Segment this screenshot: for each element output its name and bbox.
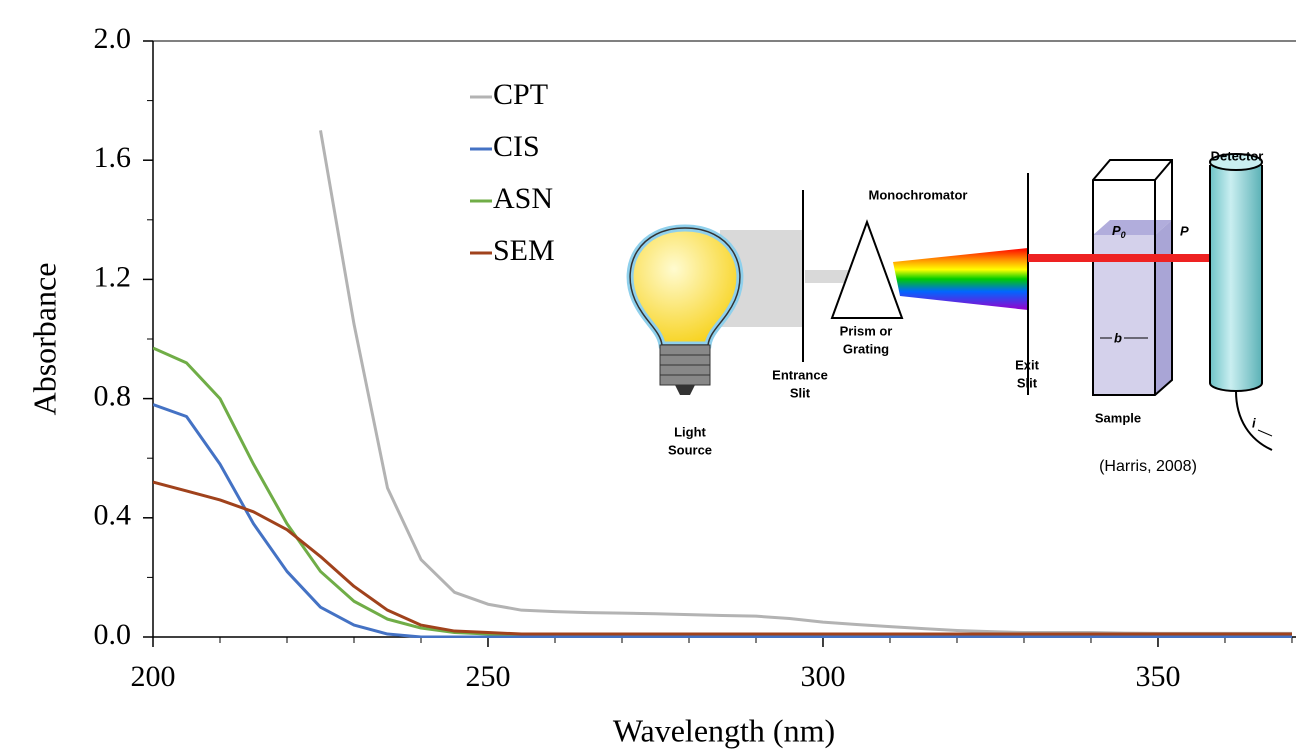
sample-top	[1093, 220, 1172, 235]
exit-label: Slit	[1017, 375, 1038, 390]
p0-sub: 0	[1121, 230, 1126, 240]
legend-label: ASN	[493, 182, 553, 215]
p0-main: P	[1112, 223, 1121, 238]
x-tick-label: 350	[1135, 660, 1180, 693]
source-label: Light	[674, 424, 706, 439]
cuvette	[1092, 159, 1173, 396]
p0-label: P0	[1112, 223, 1126, 240]
spectrum	[893, 248, 1028, 310]
entrance-label: Slit	[790, 385, 811, 400]
legend-label: SEM	[493, 234, 555, 267]
detector-body	[1209, 165, 1263, 392]
y-tick-label: 2.0	[94, 22, 132, 55]
detector-label: Detector	[1211, 148, 1264, 163]
x-tick-label: 200	[131, 660, 176, 693]
citation: (Harris, 2008)	[1099, 458, 1197, 475]
y-axis-label: Absorbance	[26, 263, 62, 416]
bulb-tip	[675, 385, 695, 395]
prism-label: Prism or	[840, 323, 893, 338]
p-label: P	[1180, 223, 1189, 238]
detector-top	[1209, 153, 1263, 171]
exit-label: Exit	[1015, 357, 1040, 372]
current-arrow	[1257, 429, 1273, 437]
x-axis-label: Wavelength (nm)	[613, 712, 835, 748]
sample-liquid	[1093, 235, 1155, 395]
series-line	[153, 480, 1292, 636]
legend-label: CIS	[493, 130, 540, 163]
legend-label: CPT	[493, 78, 548, 111]
y-tick-label: 0.0	[94, 618, 132, 651]
detector-wire	[1235, 390, 1273, 451]
plot-lines	[153, 130, 1292, 638]
prism	[830, 219, 904, 319]
entrance-label: Entrance	[772, 367, 828, 382]
source-label: Source	[668, 442, 712, 457]
x-tick-label: 300	[800, 660, 845, 693]
y-tick-label: 0.4	[94, 499, 132, 532]
bulb-glass	[626, 224, 744, 349]
series-line	[153, 403, 1292, 638]
y-tick-label: 1.2	[94, 260, 132, 293]
spectrometer-diagram: Monochromator Detector P0 P Prism or Gra…	[626, 148, 1273, 475]
current-label: i	[1252, 415, 1256, 430]
b-label: b	[1114, 330, 1122, 345]
light-beam-narrow	[805, 270, 850, 283]
sample-side	[1155, 220, 1172, 395]
prism-label: Grating	[843, 341, 889, 356]
sample-label: Sample	[1095, 410, 1141, 425]
x-tick-label: 250	[465, 660, 510, 693]
monochromator-label: Monochromator	[869, 187, 968, 202]
y-tick-label: 0.8	[94, 379, 132, 412]
y-tick-label: 1.6	[94, 141, 132, 174]
bulb-thread	[660, 354, 710, 376]
